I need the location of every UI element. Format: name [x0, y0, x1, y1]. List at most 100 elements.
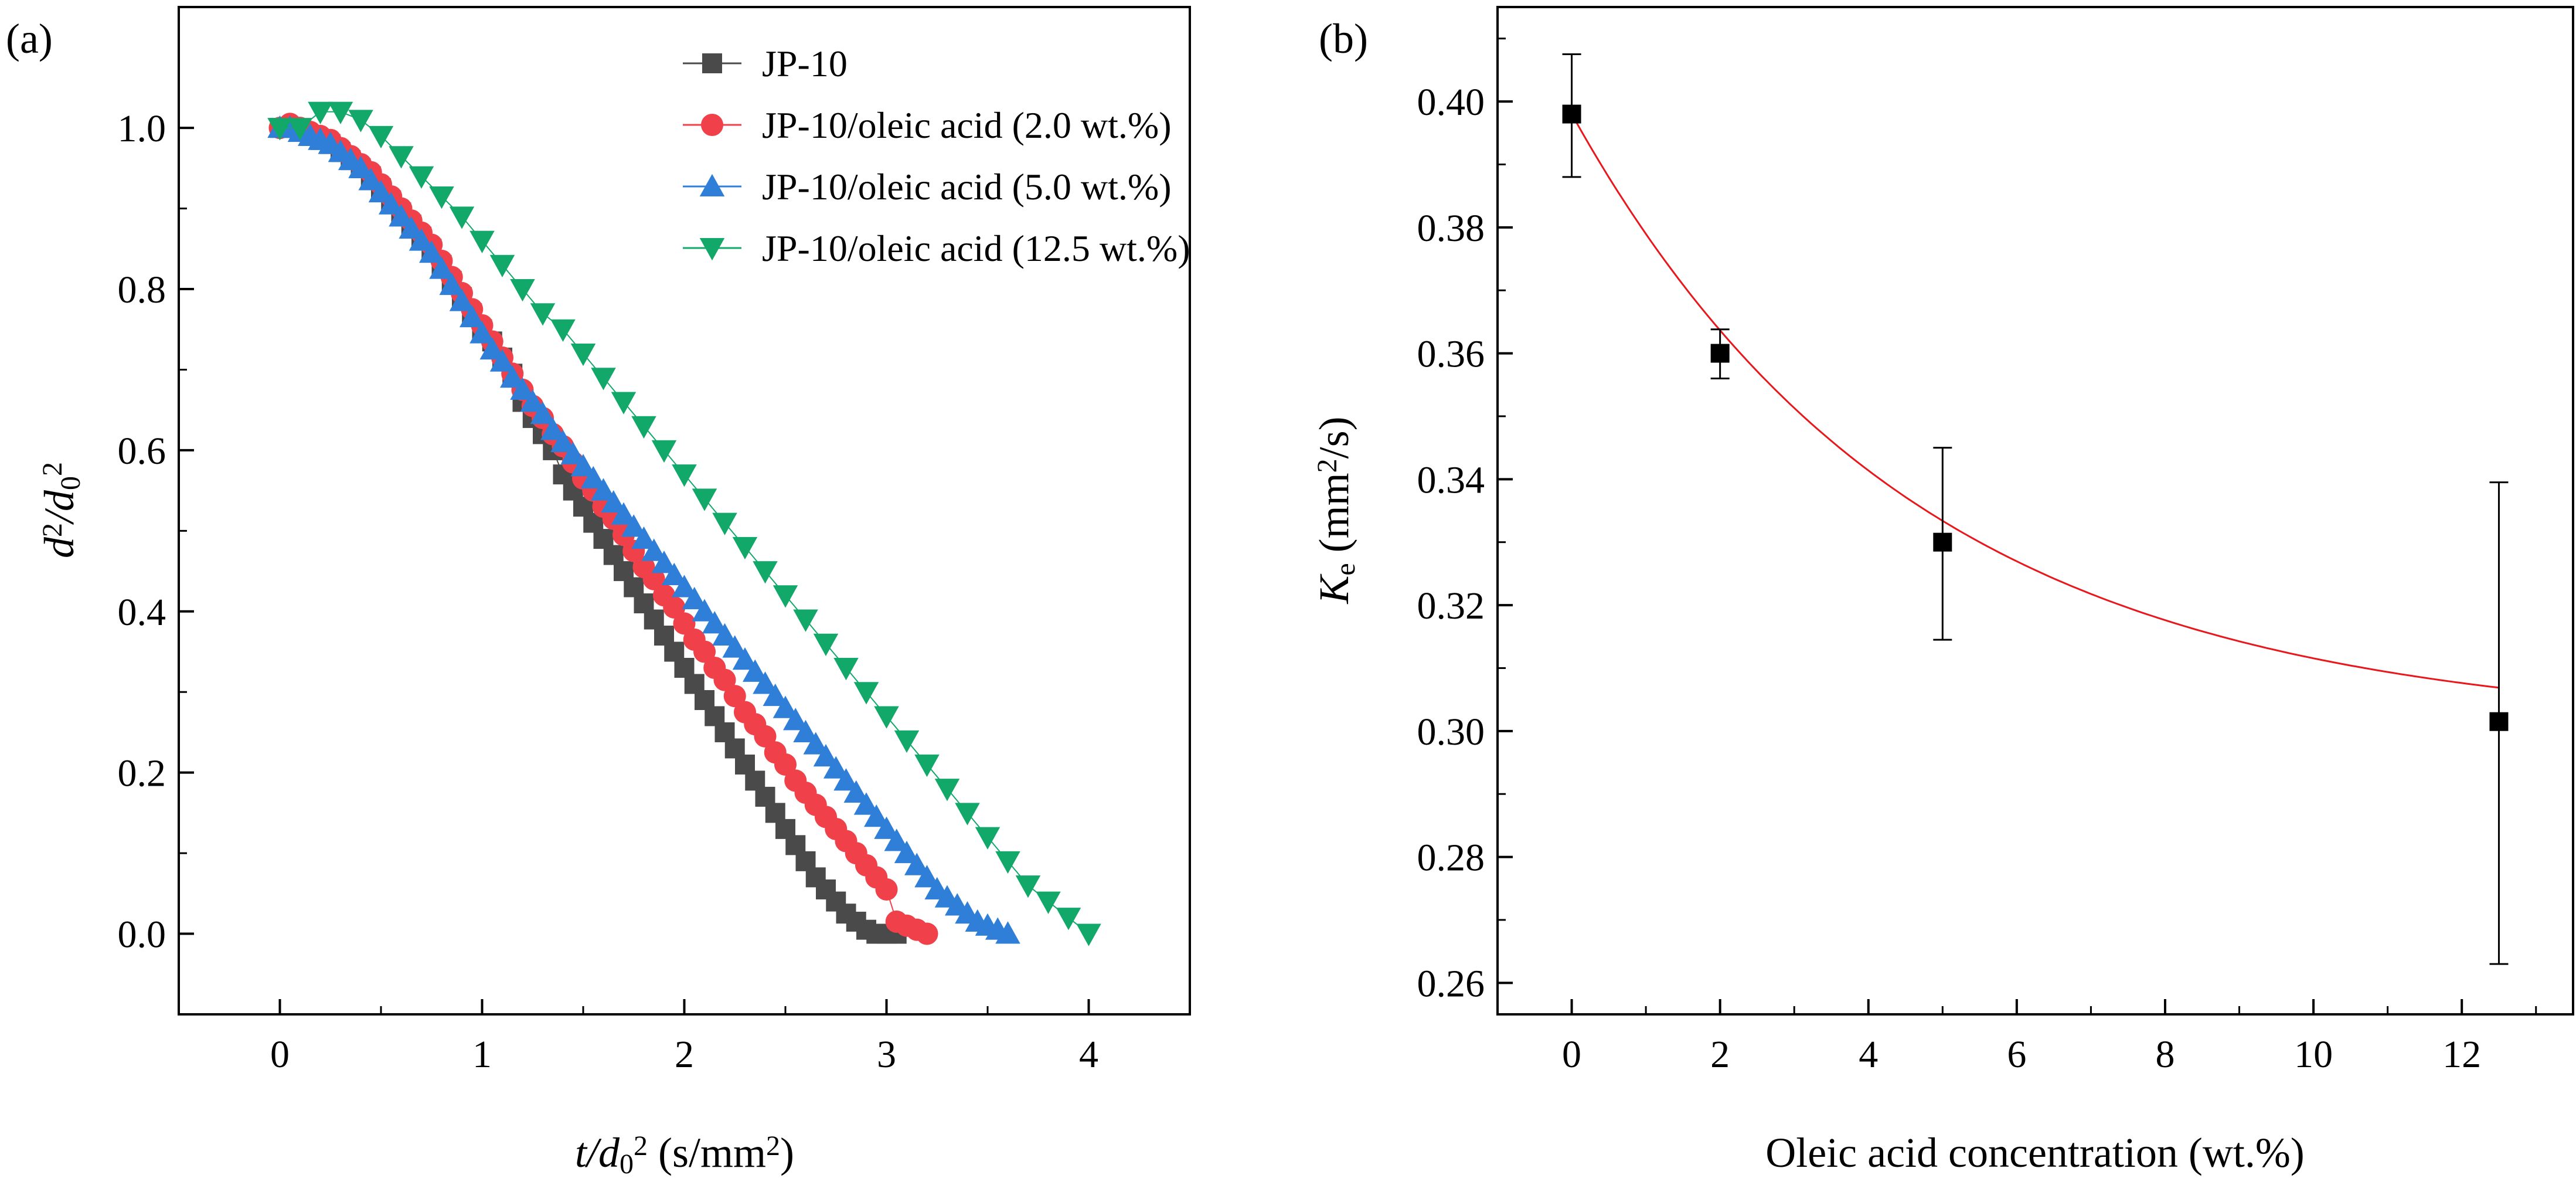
axis-label-part: 2	[766, 1130, 780, 1162]
axis-label-part: (s/mm	[648, 1129, 766, 1176]
data-point	[1710, 344, 1730, 363]
data-point	[813, 633, 839, 657]
data-point	[1076, 923, 1101, 946]
data-point	[591, 368, 616, 390]
data-point	[975, 827, 1001, 850]
data-point	[875, 878, 898, 901]
y-tick-label: 0.34	[1417, 459, 1485, 501]
legend-entry: JP-10/oleic acid (2.0 wt.%)	[762, 104, 1172, 146]
axis-label-part: /s)	[1311, 416, 1357, 459]
data-point	[358, 168, 383, 191]
data-point	[560, 442, 586, 464]
panel-a-label: (a)	[6, 15, 53, 62]
data-point	[914, 754, 940, 777]
data-point	[642, 568, 665, 590]
data-point	[662, 562, 687, 585]
data-point	[287, 118, 313, 141]
data-point	[348, 155, 373, 178]
data-point	[611, 392, 637, 415]
data-point	[995, 851, 1020, 874]
data-point	[651, 551, 677, 573]
panel-b-label: (b)	[1319, 15, 1368, 62]
data-point	[673, 612, 696, 635]
y-tick-label: 0.38	[1417, 207, 1485, 250]
data-point	[348, 110, 373, 133]
data-point-group	[1710, 328, 1730, 380]
data-point	[682, 586, 707, 610]
data-point	[904, 853, 930, 875]
data-point	[823, 756, 849, 779]
data-point	[853, 792, 879, 815]
y-tick-label: 0.6	[118, 430, 166, 473]
data-point	[864, 804, 889, 827]
data-point	[712, 512, 737, 535]
legend-marker	[699, 238, 725, 261]
data-point	[1036, 891, 1061, 914]
fit-curve	[1571, 113, 2499, 689]
data-point	[379, 192, 404, 215]
panel-b-points	[1562, 53, 2509, 965]
series-triangle-down	[267, 101, 1101, 946]
data-point	[713, 668, 736, 691]
data-point	[793, 609, 818, 632]
axis-label-part: /d	[584, 1129, 620, 1176]
y-tick-label: 0.36	[1417, 333, 1485, 376]
axis-label-part: 2	[37, 462, 68, 476]
x-tick-label: 1	[472, 1033, 492, 1076]
axis-label-part: d	[36, 536, 83, 558]
data-point	[1933, 532, 1952, 552]
data-point	[712, 623, 737, 646]
panel-b-fit	[1571, 113, 2499, 689]
data-point	[631, 526, 656, 549]
legend-marker	[702, 53, 722, 73]
panel-b-y-ticks: 0.26 0.28 0.30 0.32 0.34 0.36 0.38 0.40	[1417, 38, 1513, 1005]
panel-b-x-ticks: 0 2 4 6 8 10 12	[1496, 999, 2537, 1076]
data-point	[489, 349, 515, 372]
data-point	[429, 186, 454, 209]
data-point	[833, 658, 859, 681]
data-point	[874, 816, 899, 839]
data-point	[611, 502, 637, 525]
data-point	[672, 575, 697, 597]
data-point	[409, 166, 434, 189]
x-tick-label: 2	[1710, 1033, 1730, 1076]
axis-label-part: 0	[55, 476, 86, 490]
y-tick-label: 0.8	[118, 269, 166, 311]
y-tick-label: 1.0	[118, 107, 166, 150]
data-point	[934, 779, 960, 802]
axis-label-part: e	[1330, 563, 1361, 575]
y-tick-label: 0.26	[1417, 962, 1485, 1005]
data-point	[732, 536, 758, 560]
data-point	[692, 488, 717, 511]
data-point	[520, 389, 545, 412]
axis-label-part: K	[1311, 573, 1357, 605]
x-tick-label: 2	[675, 1033, 694, 1076]
y-tick-label: 0.2	[118, 752, 166, 795]
x-tick-label: 4	[1859, 1033, 1878, 1076]
data-point	[723, 685, 746, 708]
data-point	[884, 828, 909, 851]
legend-marker	[699, 174, 725, 196]
x-tick-label: 3	[877, 1033, 896, 1076]
panel-a-y-ticks: 0.0 0.2 0.4 0.6 0.8 1.0	[118, 107, 194, 956]
axis-label-part: 2	[1312, 459, 1343, 473]
axis-label-part: )	[780, 1129, 794, 1176]
data-point	[469, 321, 495, 344]
legend-marker	[700, 113, 724, 137]
axis-label-part: (mm	[1311, 473, 1357, 563]
y-tick-label: 0.30	[1417, 711, 1485, 753]
panel-a-legend: JP-10 JP-10/oleic acid (2.0 wt.%) JP-10/ol…	[683, 43, 1190, 269]
data-point	[429, 256, 454, 279]
data-point	[489, 254, 515, 278]
data-point	[916, 922, 938, 945]
y-tick-label: 0.32	[1417, 585, 1485, 627]
data-point	[773, 585, 798, 608]
data-point	[550, 429, 576, 453]
data-point	[510, 279, 535, 302]
axis-label-part: 2	[634, 1130, 648, 1162]
data-point	[1015, 875, 1041, 898]
data-point	[641, 538, 666, 561]
x-tick-label: 0	[270, 1033, 290, 1076]
panel-a-x-axis-label: t/d02 (s/mm2)	[575, 1129, 794, 1180]
